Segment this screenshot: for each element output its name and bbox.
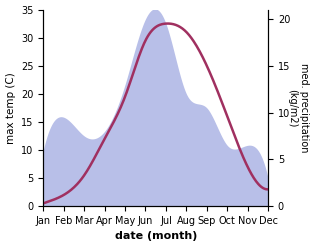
X-axis label: date (month): date (month) bbox=[114, 231, 197, 242]
Y-axis label: max temp (C): max temp (C) bbox=[5, 72, 16, 144]
Y-axis label: med. precipitation
(kg/m2): med. precipitation (kg/m2) bbox=[287, 63, 308, 153]
